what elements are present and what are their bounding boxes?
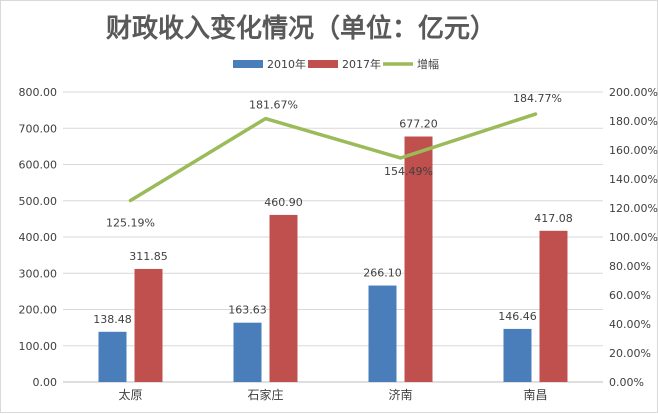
bar-series1 (368, 285, 397, 382)
x-tick-label: 石家庄 (247, 387, 283, 402)
y-left-tick-label: 600.00 (19, 159, 58, 172)
y-right-tick-label: 120.00% (609, 202, 658, 215)
bar-data-label: 146.46 (498, 310, 537, 323)
legend-label: 2017年 (342, 57, 381, 71)
legend: 2010年 2017年 增幅 (233, 57, 439, 71)
x-tick-label: 南昌 (523, 387, 547, 402)
y-left-tick-label: 200.00 (19, 304, 58, 317)
y-right-tick-label: 20.00% (609, 347, 651, 360)
bar-series2 (539, 230, 568, 382)
bar-data-label: 417.08 (534, 212, 573, 225)
y-left-tick-label: 0.00 (33, 376, 58, 389)
bars (98, 136, 568, 382)
y-right-tick-label: 80.00% (609, 260, 651, 273)
bar-series1 (98, 331, 127, 382)
bar-data-label: 311.85 (129, 250, 168, 263)
growth-line (128, 112, 538, 203)
axes: 0.00 100.00 200.00 300.00 400.00 500.00 600.00… (19, 86, 658, 402)
y-right-tick-label: 100.00% (609, 231, 658, 244)
bar-series2 (134, 268, 163, 382)
y-right-tick-label: 200.00% (609, 86, 658, 99)
y-left-tick-label: 800.00 (19, 86, 58, 99)
y-right-tick-label: 0.00% (609, 376, 644, 389)
line-data-label: 181.67% (249, 99, 298, 112)
y-left-tick-label: 700.00 (19, 122, 58, 135)
bar-data-label: 460.90 (264, 196, 303, 209)
bar-series2 (404, 136, 433, 382)
y-right-tick-label: 40.00% (609, 318, 651, 331)
legend-swatch (308, 60, 338, 68)
bar-data-label: 266.10 (363, 267, 402, 280)
x-tick-label: 太原 (118, 387, 142, 402)
x-tick-label: 济南 (388, 387, 412, 402)
line-data-label: 184.77% (513, 92, 562, 105)
y-right-tick-label: 140.00% (609, 173, 658, 186)
data-labels: 138.48 163.63 266.10 146.46 311.85 460.90 677.… (93, 92, 573, 326)
y-right-tick-label: 180.00% (609, 115, 658, 128)
legend-swatch (233, 60, 263, 68)
legend-label: 2010年 (267, 57, 306, 71)
legend-label: 增幅 (417, 57, 439, 71)
y-right-tick-label: 160.00% (609, 144, 658, 157)
bar-series2 (269, 214, 298, 382)
bar-series1 (503, 328, 532, 382)
line-data-label: 154.49% (384, 165, 433, 178)
y-left-tick-label: 400.00 (19, 231, 58, 244)
y-left-tick-label: 500.00 (19, 195, 58, 208)
y-left-tick-label: 100.00 (19, 340, 58, 353)
line-data-label: 125.19% (106, 216, 155, 229)
growth-line-group (128, 112, 538, 203)
bar-data-label: 138.48 (93, 313, 132, 326)
chart-title: 财政收入变化情况（单位：亿元） (106, 13, 496, 44)
y-right-tick-label: 60.00% (609, 289, 651, 302)
y-left-tick-label: 300.00 (19, 267, 58, 280)
bar-data-label: 163.63 (228, 304, 267, 317)
bar-series1 (233, 322, 262, 382)
bar-data-label: 677.20 (399, 118, 438, 131)
